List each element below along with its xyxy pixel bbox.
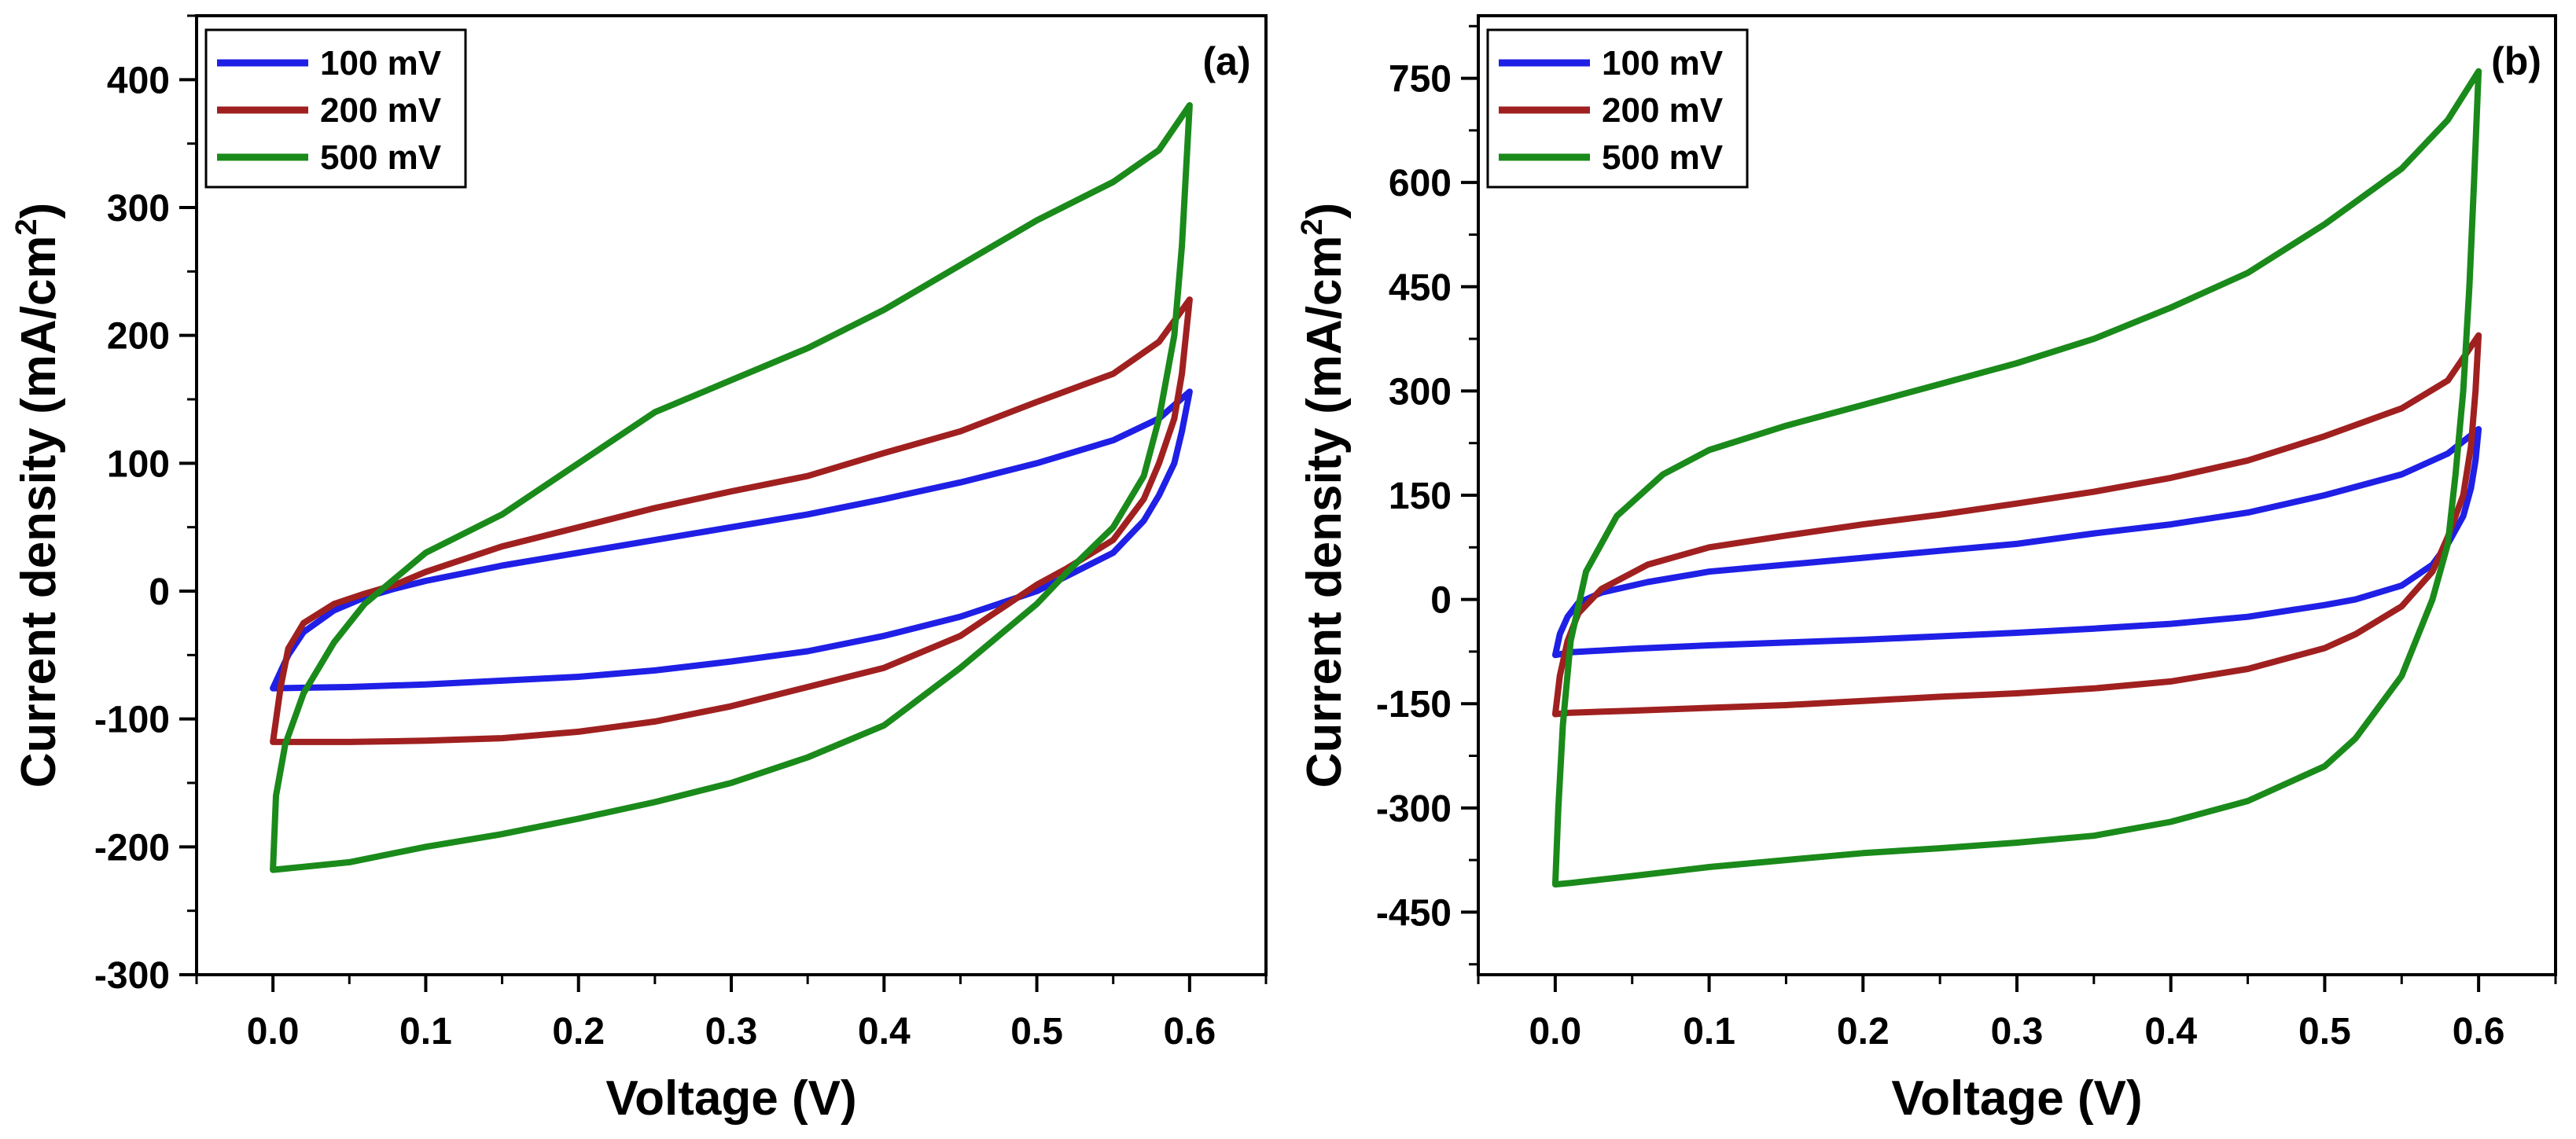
y-tick-label: -100 (94, 700, 170, 741)
y-tick-label: 750 (1389, 59, 1452, 101)
y-tick-label: 150 (1389, 476, 1452, 517)
series-200-mv (270, 296, 1193, 745)
cv-curve (1551, 426, 2482, 659)
x-tick-label: 0.2 (552, 1011, 605, 1053)
y-axis-title: Current density (mA/cm2) (10, 203, 66, 788)
y-tick-label: 600 (1389, 163, 1452, 204)
y-tick-label: 300 (1389, 371, 1452, 413)
y-tick-label: 0 (149, 571, 170, 613)
x-tick-label: 0.0 (1529, 1011, 1581, 1053)
panel-b: 0.0 0.1 0.2 0.3 0.4 0.5 0.6 -450 -300 -150 0 150 300… (1296, 14, 2557, 1126)
series-100-mv (270, 388, 1193, 692)
series-200-mv (1551, 332, 2482, 718)
y-tick-label: -150 (1376, 684, 1452, 726)
cv-curve (270, 388, 1193, 692)
x-tick-label: 0.1 (399, 1011, 452, 1053)
y-axis-title: Current density (mA/cm2) (1296, 203, 1352, 788)
y-tick-label: 450 (1389, 267, 1452, 309)
x-tick-label: 0.0 (247, 1011, 300, 1053)
y-tick-label: 200 (107, 316, 170, 358)
x-tick-label: 0.4 (2144, 1011, 2197, 1053)
legend: 100 mV 200 mV 500 mV (1486, 28, 1749, 189)
y-tick-label: -450 (1376, 892, 1452, 934)
cv-curve (270, 296, 1193, 745)
series-500-mv (1551, 68, 2482, 888)
legend-label: 200 mV (320, 91, 442, 130)
y-tick-label: 300 (107, 188, 170, 230)
y-tick-label: 0 (1430, 580, 1452, 622)
panel-label: (a) (1202, 39, 1250, 83)
y-tick-label: 400 (107, 60, 170, 101)
legend-label: 100 mV (320, 44, 442, 83)
legend-label: 100 mV (1602, 44, 1724, 83)
y-tick-label: -300 (1376, 788, 1452, 830)
x-axis-title: Voltage (V) (1891, 1071, 2142, 1126)
x-tick-label: 0.5 (2298, 1011, 2351, 1053)
x-axis-title: Voltage (V) (605, 1071, 856, 1126)
x-tick-label: 0.3 (1991, 1011, 2044, 1053)
x-tick-label: 0.6 (2453, 1011, 2505, 1053)
y-tick-label: -200 (94, 827, 170, 869)
series-100-mv (1551, 426, 2482, 659)
x-tick-label: 0.2 (1837, 1011, 1890, 1053)
panel-a: 0.0 0.1 0.2 0.3 0.4 0.5 0.6 -300 -200 -100 0 100 200… (10, 14, 1268, 1126)
legend-label: 500 mV (1602, 138, 1724, 177)
cv-curve (1551, 68, 2482, 888)
y-tick-label: -300 (94, 955, 170, 997)
panel-label: (b) (2491, 39, 2541, 83)
y-tick-label: 100 (107, 443, 170, 485)
x-tick-label: 0.6 (1163, 1011, 1216, 1053)
series-500-mv (270, 101, 1193, 873)
cv-curve (1551, 332, 2482, 718)
x-tick-label: 0.1 (1683, 1011, 1735, 1053)
x-tick-label: 0.4 (858, 1011, 911, 1053)
legend-label: 200 mV (1602, 91, 1724, 130)
cv-curve (270, 101, 1193, 873)
legend: 100 mV 200 mV 500 mV (204, 28, 467, 189)
legend-label: 500 mV (320, 138, 442, 177)
x-tick-label: 0.3 (705, 1011, 758, 1053)
x-tick-label: 0.5 (1010, 1011, 1063, 1053)
